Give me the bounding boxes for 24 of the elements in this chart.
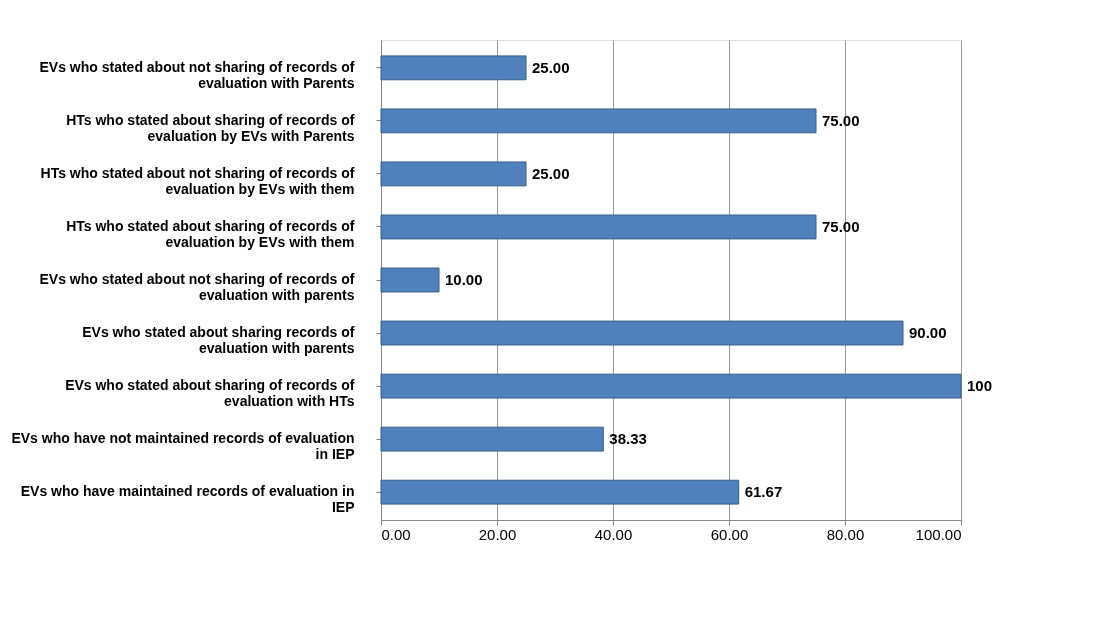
data-label: 38.33 xyxy=(609,430,647,448)
x-tick-label: 0.00 xyxy=(381,525,411,543)
data-label: 25.00 xyxy=(532,164,570,182)
y-tick-label: EVs who stated about not sharing of records of evaluation with parents xyxy=(39,271,355,303)
y-tick-label: EVs who have maintained records of evaluation in IEP xyxy=(20,483,355,516)
data-label: 10.00 xyxy=(445,271,483,288)
data-label: 75.00 xyxy=(822,217,860,235)
data-label: 75.00 xyxy=(822,111,860,129)
y-tick-label: HTs who stated about sharing of records of evaluation by EVs with Parents xyxy=(66,111,355,144)
x-tick-label: 100.00 xyxy=(915,525,962,543)
x-tick-label: 20.00 xyxy=(478,525,517,543)
y-tick-label: EVs who stated about sharing records of evaluation with parents xyxy=(82,324,355,357)
data-label: 25.00 xyxy=(532,58,570,76)
y-tick-label: EVs who stated about sharing of records of evaluation with HTs xyxy=(65,377,355,410)
y-tick-label: EVs who have not maintained records of evaluation in IEP xyxy=(11,430,355,463)
x-tick-label: 40.00 xyxy=(594,525,633,543)
y-tick-label: EVs who stated about not sharing of records of evaluation with Parents xyxy=(39,58,355,91)
x-tick-label: 80.00 xyxy=(826,525,865,543)
data-label: 90.00 xyxy=(909,324,947,342)
x-tick-label: 60.00 xyxy=(710,525,749,543)
y-tick-label: HTs who stated about sharing of records of evaluation by EVs with them xyxy=(66,217,355,250)
y-tick-label: HTs who stated about not sharing of records of evaluation by EVs with them xyxy=(40,164,355,197)
data-label: 61.67 xyxy=(744,483,783,501)
data-label: 100 xyxy=(967,377,993,395)
